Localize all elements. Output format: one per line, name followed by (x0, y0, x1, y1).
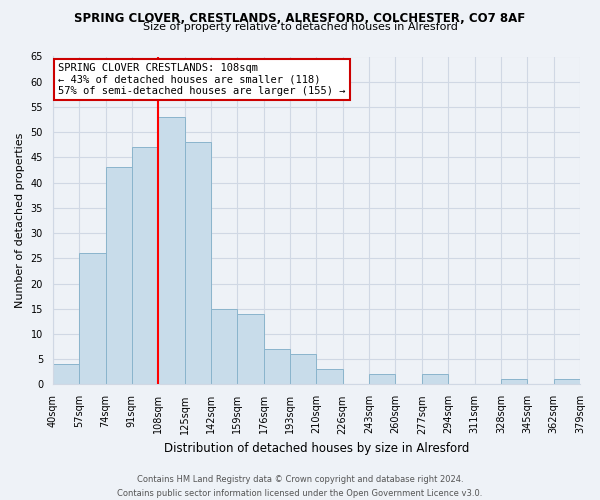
Text: SPRING CLOVER, CRESTLANDS, ALRESFORD, COLCHESTER, CO7 8AF: SPRING CLOVER, CRESTLANDS, ALRESFORD, CO… (74, 12, 526, 26)
Bar (158, 117, 185, 384)
Bar (422, 374, 448, 384)
Bar (53, 364, 79, 384)
Bar (501, 380, 527, 384)
Bar (79, 254, 106, 384)
Bar (132, 148, 158, 384)
Text: Contains HM Land Registry data © Crown copyright and database right 2024.
Contai: Contains HM Land Registry data © Crown c… (118, 476, 482, 498)
Y-axis label: Number of detached properties: Number of detached properties (15, 133, 25, 308)
X-axis label: Distribution of detached houses by size in Alresford: Distribution of detached houses by size … (164, 442, 469, 455)
Text: Size of property relative to detached houses in Alresford: Size of property relative to detached ho… (143, 22, 457, 32)
Text: SPRING CLOVER CRESTLANDS: 108sqm
← 43% of detached houses are smaller (118)
57% : SPRING CLOVER CRESTLANDS: 108sqm ← 43% o… (58, 63, 346, 96)
Bar (185, 142, 211, 384)
Bar (263, 349, 290, 384)
Bar (369, 374, 395, 384)
Bar (290, 354, 316, 384)
Bar (554, 380, 580, 384)
Bar (238, 314, 263, 384)
Bar (211, 309, 238, 384)
Bar (316, 370, 343, 384)
Bar (106, 168, 132, 384)
